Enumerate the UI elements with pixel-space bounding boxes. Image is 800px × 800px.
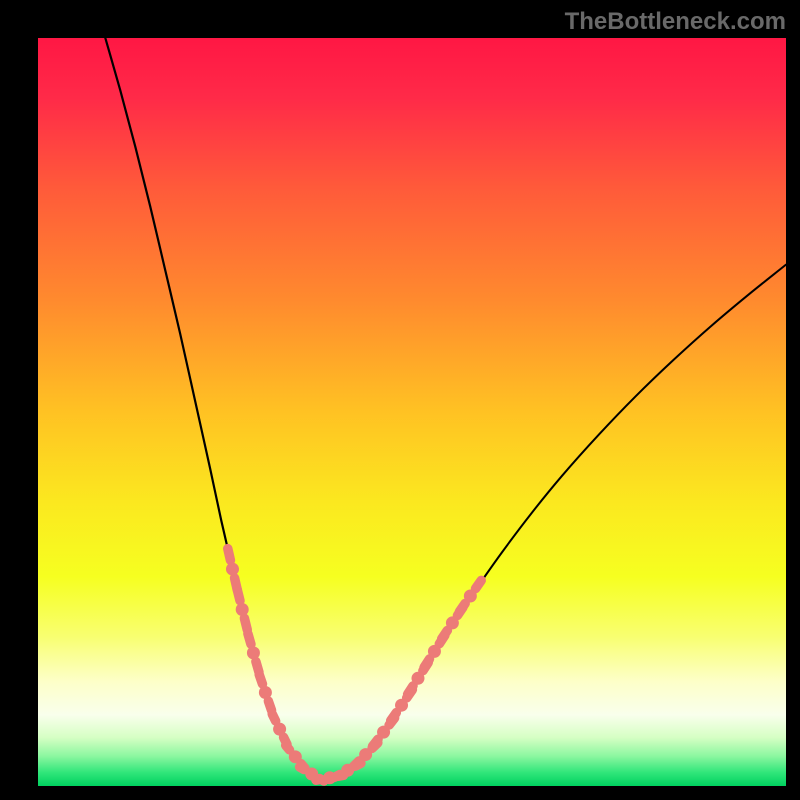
plot-area bbox=[38, 38, 786, 786]
watermark-text: TheBottleneck.com bbox=[565, 8, 786, 36]
chart-frame: TheBottleneck.com bbox=[0, 0, 800, 800]
